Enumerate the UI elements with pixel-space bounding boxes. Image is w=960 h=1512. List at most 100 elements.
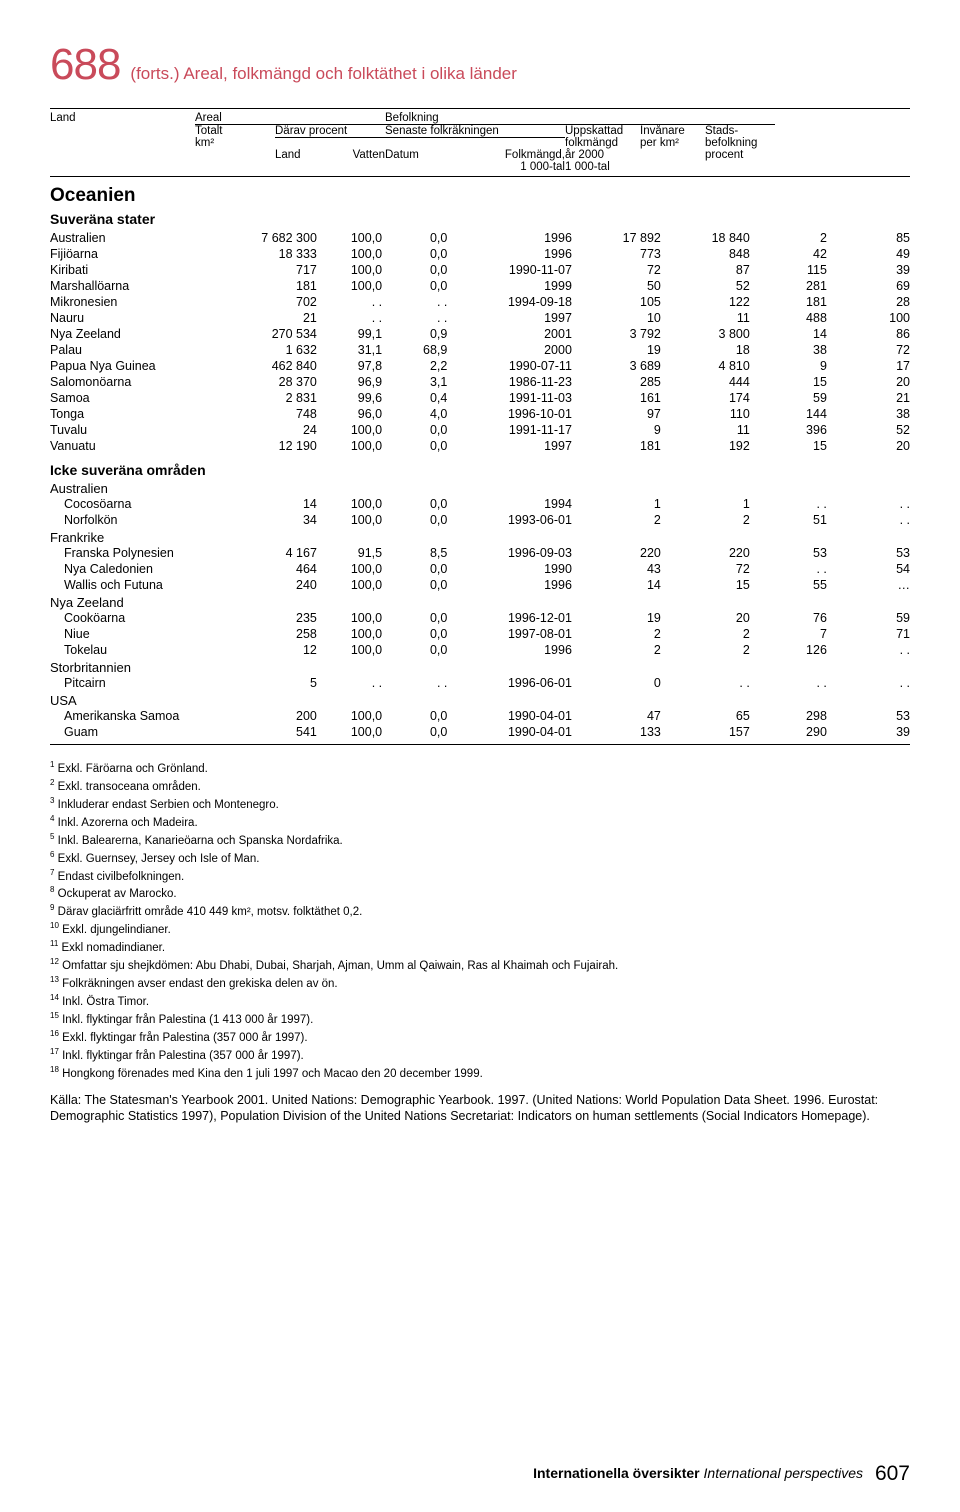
footnote: 1 Exkl. Färöarna och Grönland. [50,759,910,777]
cell: … [827,577,910,593]
cell: 34 [222,512,317,528]
col-totalt: Totalt [195,125,275,137]
cell: 0,0 [382,512,447,528]
cell: 100,0 [317,262,382,278]
cell: 235 [222,610,317,626]
cell: 50 [572,278,661,294]
cell: 2001 [447,326,572,342]
cell: 1990-07-11 [447,358,572,374]
cell: Mikronesien [50,294,222,310]
cell: 47 [572,708,661,724]
cell: 69 [827,278,910,294]
col-stads: Stads- [705,125,775,137]
cell: 10 [572,310,661,326]
cell: 0,0 [382,724,447,740]
cell: Samoa [50,390,222,406]
table-number: 688 [50,40,120,90]
cell: 0,0 [382,496,447,512]
cell: 12 190 [222,438,317,454]
cell: . . [661,675,750,691]
cell: 541 [222,724,317,740]
cell: Norfolkön [50,512,222,528]
cell: Guam [50,724,222,740]
cell: 1993-06-01 [447,512,572,528]
cell: 1999 [447,278,572,294]
cell: Vanuatu [50,438,222,454]
cell: 462 840 [222,358,317,374]
table-header: 688 (forts.) Areal, folkmängd och folktä… [50,40,910,90]
cell: 1997 [447,310,572,326]
cell: 0,0 [382,230,447,246]
cell: Wallis och Futuna [50,577,222,593]
cell: 43 [572,561,661,577]
footnote: 8 Ockuperat av Marocko. [50,884,910,902]
cell: Franska Polynesien [50,545,222,561]
cell: 1991-11-03 [447,390,572,406]
cell: 99,1 [317,326,382,342]
cell: 298 [750,708,827,724]
cell: 20 [827,374,910,390]
cell: 4 167 [222,545,317,561]
table-row: Marshallöarna181100,00,01999505228169 [50,278,910,294]
cell: 100,0 [317,422,382,438]
col-darav: Därav procent [275,125,385,137]
cell: 1996 [447,246,572,262]
col-folkmangd: Folkmängd, [490,149,565,161]
cell: 91,5 [317,545,382,561]
cell: 220 [572,545,661,561]
cell: Australien [50,230,222,246]
cell: 2 [661,512,750,528]
cell: Papua Nya Guinea [50,358,222,374]
col-areal: Areal [195,112,222,124]
cell: 181 [750,294,827,310]
cell: 28 [827,294,910,310]
region-table: Cocosöarna14100,00,0199411. .. .Norfolkö… [50,496,910,528]
subsection-sovereign: Suveräna stater [50,211,910,227]
cell: 15 [750,438,827,454]
page-number: 607 [875,1462,910,1485]
cell: 18 840 [661,230,750,246]
cell: 1990-04-01 [447,708,572,724]
table-row: Norfolkön34100,00,01993-06-012251. . [50,512,910,528]
cell: 0,0 [382,708,447,724]
col-land: Land [50,112,195,124]
cell: 100,0 [317,577,382,593]
cell: 0,0 [382,262,447,278]
title-text: Areal, folkmängd och folktäthet i olika … [183,64,517,83]
cell: 53 [827,545,910,561]
col-uppskattad: Uppskattad [565,125,640,137]
cell: 5 [222,675,317,691]
col-senaste: Senaste folkräkningen [385,125,565,137]
cell: 49 [827,246,910,262]
cell: 18 333 [222,246,317,262]
cell: 3 689 [572,358,661,374]
cell: 0,0 [382,422,447,438]
cell: 0,0 [382,246,447,262]
cell: 285 [572,374,661,390]
footnote: 11 Exkl nomadindianer. [50,938,910,956]
col-befolkning: Befolkning [385,112,439,124]
region-table: Cooköarna235100,00,01996-12-0119207659Ni… [50,610,910,658]
column-header-row5: 1 000-tal 1 000-tal [50,161,910,173]
cell: 1996 [447,230,572,246]
cell: 105 [572,294,661,310]
continued-label: (forts.) [130,64,179,83]
footnote: 18 Hongkong förenades med Kina den 1 jul… [50,1064,910,1082]
cell: 258 [222,626,317,642]
cell: 488 [750,310,827,326]
table-row: Wallis och Futuna240100,00,01996141555… [50,577,910,593]
cell: 21 [827,390,910,406]
cell: 717 [222,262,317,278]
cell: 8,5 [382,545,447,561]
cell: 100,0 [317,642,382,658]
cell: Marshallöarna [50,278,222,294]
region-table: Amerikanska Samoa200100,00,01990-04-0147… [50,708,910,740]
cell: 192 [661,438,750,454]
cell: Tuvalu [50,422,222,438]
cell: 396 [750,422,827,438]
cell: Fijiöarna [50,246,222,262]
subsection-nonsovereign: Icke suveräna områden [50,462,910,478]
table-row: Fijiöarna18 333100,00,019967738484249 [50,246,910,262]
cell: . . [382,310,447,326]
cell: 144 [750,406,827,422]
